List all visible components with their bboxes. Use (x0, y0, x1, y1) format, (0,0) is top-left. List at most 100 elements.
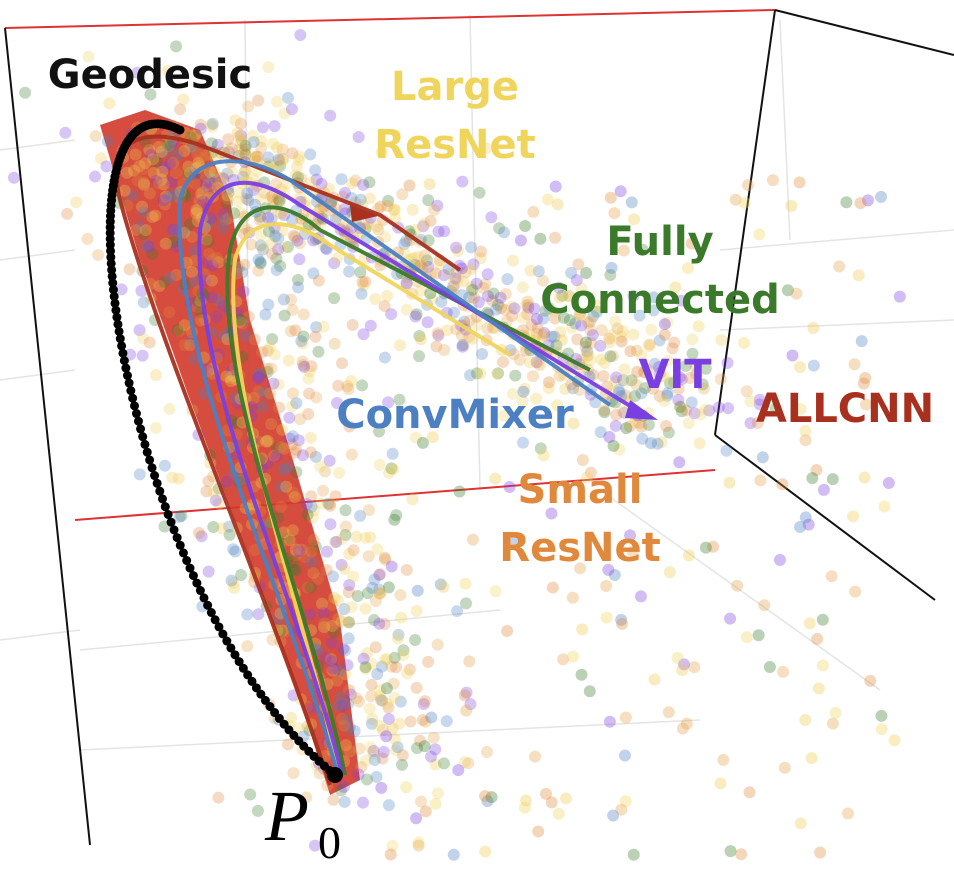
point (135, 284, 148, 297)
point (350, 692, 363, 705)
point (342, 697, 355, 710)
geodesic-dot (163, 509, 173, 519)
point (193, 526, 206, 539)
point (555, 334, 568, 347)
point (202, 475, 215, 488)
point (604, 268, 617, 281)
point (220, 213, 233, 226)
point (499, 287, 512, 300)
point (756, 451, 769, 464)
point (264, 191, 277, 204)
point (802, 518, 815, 531)
point (182, 160, 195, 173)
point (396, 188, 409, 201)
point (414, 734, 427, 747)
geodesic-dot (247, 676, 257, 686)
point (517, 436, 530, 449)
point (403, 663, 416, 676)
point (355, 287, 368, 300)
point (465, 241, 478, 254)
point (338, 563, 351, 576)
point (411, 742, 424, 755)
point (232, 186, 245, 199)
point (255, 135, 268, 148)
point (225, 142, 238, 155)
point (146, 211, 159, 224)
point (356, 275, 369, 288)
point (682, 549, 695, 562)
point (618, 749, 631, 762)
point (606, 350, 619, 363)
point (137, 176, 150, 189)
point (235, 569, 248, 582)
point (289, 169, 302, 182)
point (205, 274, 218, 287)
point (308, 839, 321, 852)
point (397, 644, 410, 657)
point (177, 93, 190, 106)
point (319, 651, 332, 664)
point (190, 204, 203, 217)
point (251, 150, 264, 163)
point (339, 504, 352, 517)
point (603, 336, 616, 349)
point (693, 437, 706, 450)
point (269, 230, 282, 243)
point (328, 292, 341, 305)
point (220, 475, 233, 488)
point (272, 378, 285, 391)
model-label: Large (391, 64, 519, 110)
point (333, 665, 346, 678)
point (490, 303, 503, 316)
point (217, 329, 230, 342)
point (410, 812, 423, 825)
point (530, 327, 543, 340)
point (227, 543, 240, 556)
geodesic-dot (238, 663, 248, 673)
geodesic-dot (155, 486, 165, 496)
point (335, 533, 348, 546)
point (466, 533, 479, 546)
point (266, 137, 279, 150)
point (280, 532, 293, 545)
point (120, 166, 133, 179)
point (128, 164, 141, 177)
point (401, 667, 414, 680)
point (699, 362, 712, 375)
point (584, 323, 597, 336)
point (724, 845, 737, 858)
point (638, 382, 651, 395)
geodesic-dot (140, 439, 150, 449)
point (429, 758, 442, 771)
point (644, 437, 657, 450)
point (394, 589, 407, 602)
point (518, 382, 531, 395)
point (315, 597, 328, 610)
point (501, 273, 514, 286)
point (493, 222, 506, 235)
point (267, 193, 280, 206)
point (529, 750, 542, 763)
point (505, 300, 518, 313)
point (777, 665, 790, 678)
arrow-head (625, 400, 658, 420)
point (400, 278, 413, 291)
point (272, 243, 285, 256)
point (188, 275, 201, 288)
point (271, 613, 284, 626)
point (861, 194, 874, 207)
point (337, 780, 350, 793)
geodesic-dot (199, 593, 209, 603)
point (373, 719, 386, 732)
point (166, 471, 179, 484)
point (381, 697, 394, 710)
point (699, 541, 712, 554)
point (463, 291, 476, 304)
point (354, 266, 367, 279)
point (234, 129, 247, 142)
point (254, 239, 267, 252)
point (387, 203, 400, 216)
point (365, 678, 378, 691)
point (624, 529, 637, 542)
model-label: Fully (606, 219, 713, 265)
